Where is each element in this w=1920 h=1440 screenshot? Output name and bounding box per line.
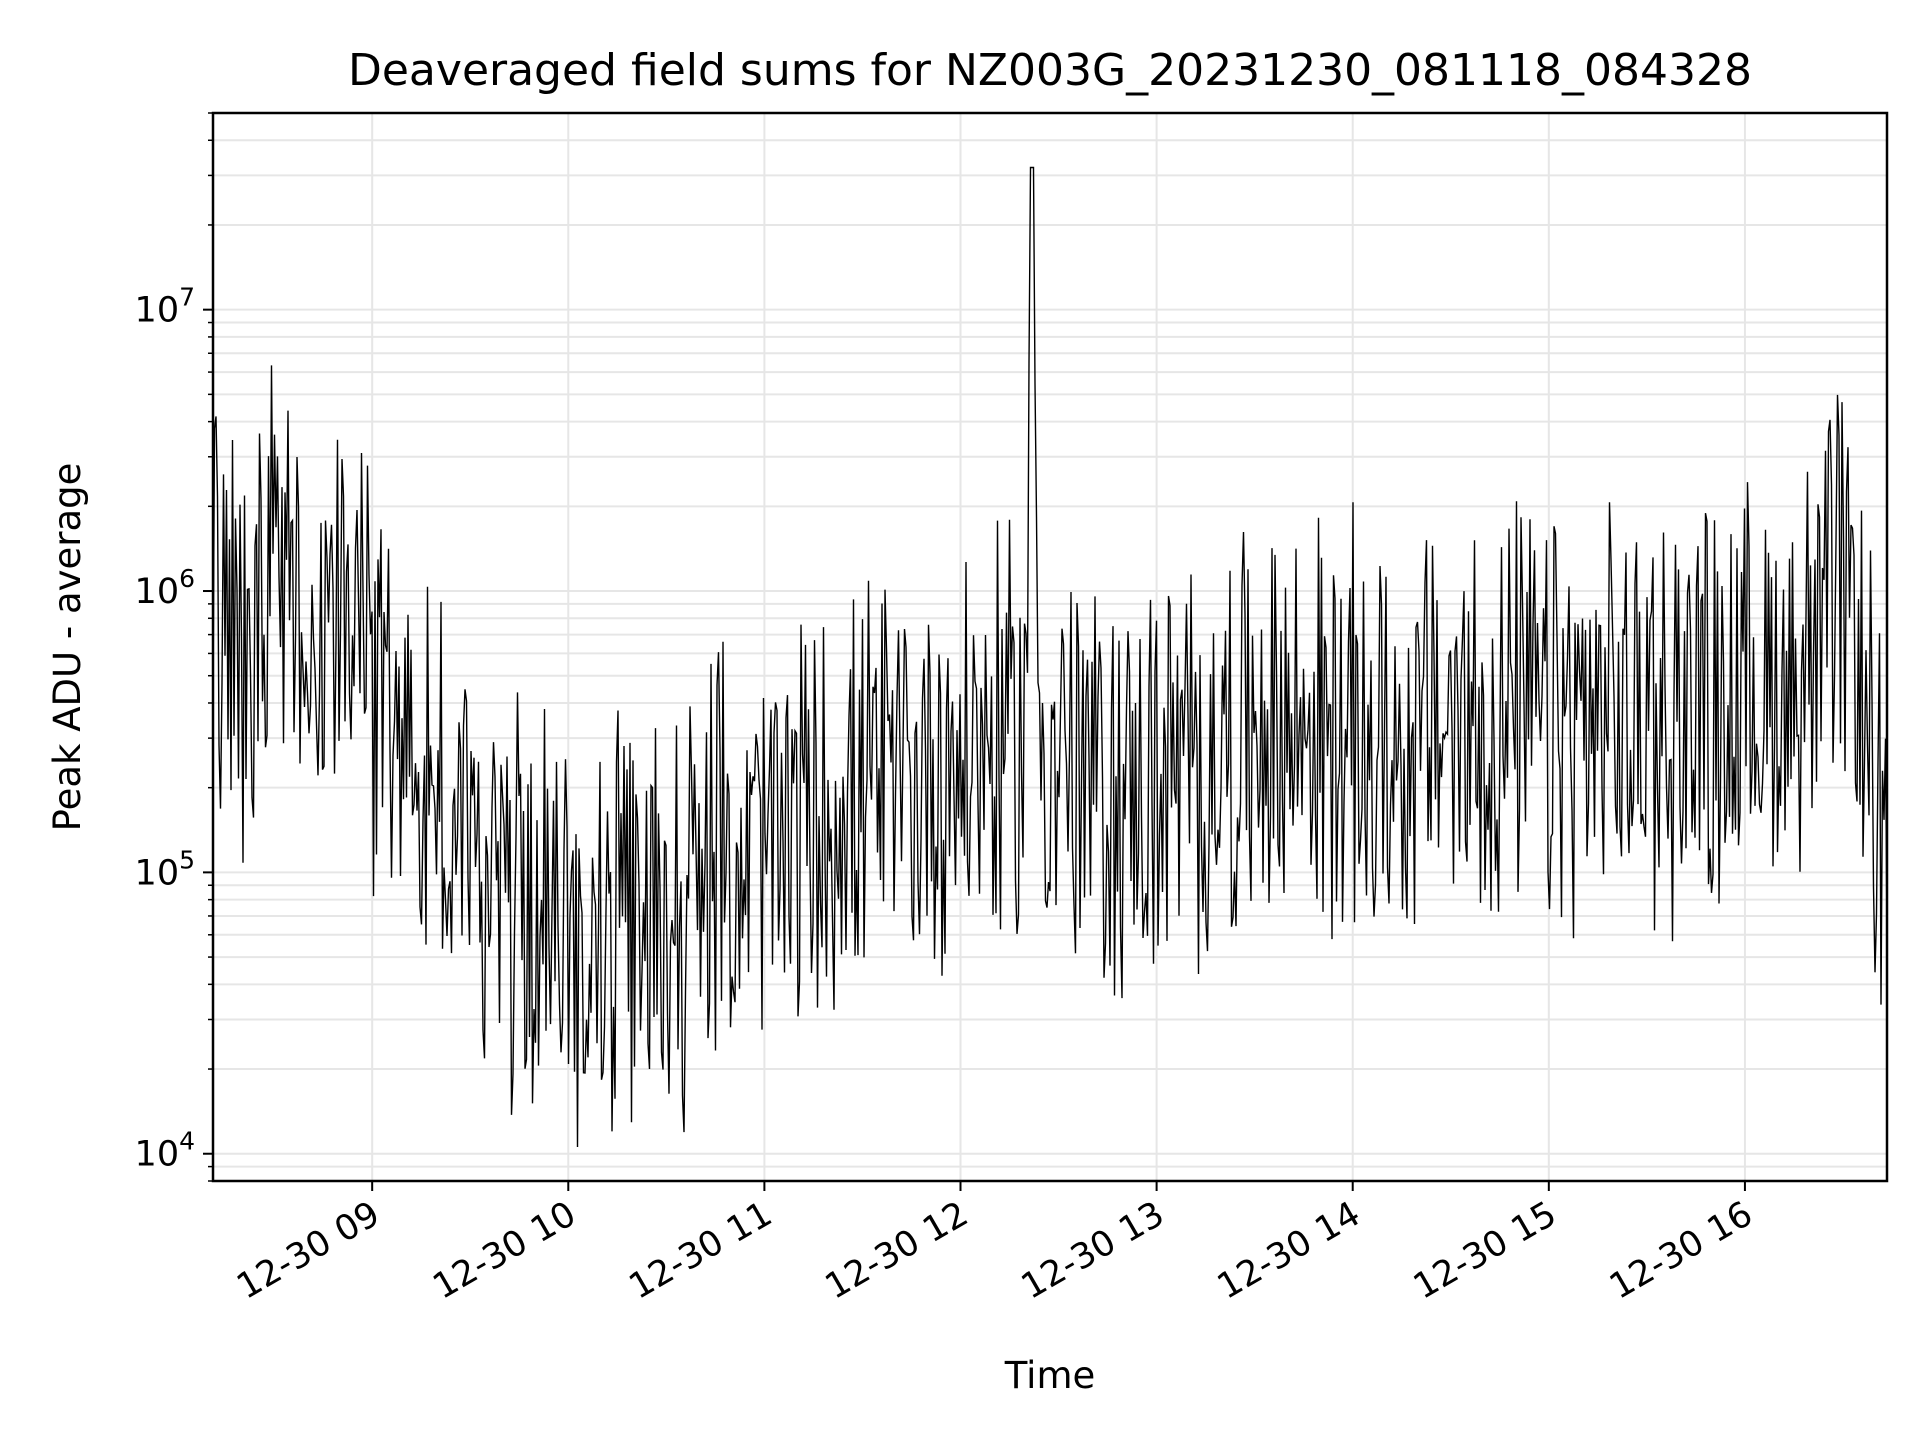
y-axis-label: Peak ADU - average xyxy=(46,463,89,832)
series-line xyxy=(212,166,1888,1148)
y-tick-label: 106 xyxy=(135,564,195,612)
chart-title: Deaveraged field sums for NZ003G_2023123… xyxy=(348,45,1752,96)
y-tick-label: 105 xyxy=(135,845,195,893)
series-layer xyxy=(212,166,1888,1148)
y-tick-label: 104 xyxy=(135,1127,195,1175)
x-axis-label: Time xyxy=(1004,1354,1096,1397)
y-tick-label: 107 xyxy=(135,283,195,331)
plot-frame xyxy=(211,111,1889,1183)
